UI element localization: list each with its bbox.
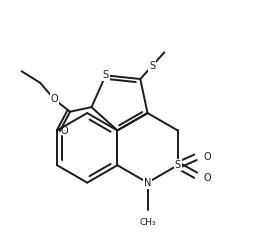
Text: S: S (174, 160, 181, 170)
Text: O: O (204, 152, 211, 162)
Text: S: S (149, 61, 155, 71)
Text: O: O (51, 95, 58, 104)
Text: CH₃: CH₃ (139, 218, 156, 228)
Text: N: N (144, 178, 151, 188)
Text: O: O (204, 173, 211, 183)
Text: S: S (103, 70, 109, 80)
Text: O: O (61, 126, 68, 136)
